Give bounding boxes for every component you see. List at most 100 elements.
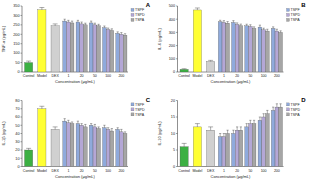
bar [83,127,87,167]
error-stem [254,27,255,29]
error-stem [28,61,29,63]
error-stem [259,25,260,27]
bar [275,107,279,166]
bar [93,25,97,72]
bar [239,26,243,72]
error-cap [53,126,58,127]
y-axis [22,101,23,167]
legend-label: TSPF [291,8,301,12]
legend-label: TSPA [135,113,145,117]
error-cap [84,23,86,24]
x-tick-label: 100 [261,169,267,173]
bar [70,124,74,167]
error-bar [120,33,122,35]
legend-swatch [287,108,290,111]
legend-swatch [287,113,290,116]
bar [258,120,262,166]
error-bar [246,24,248,26]
bar [123,35,127,72]
y-tick-label: 10 [15,157,19,161]
legend-label: TSPD [291,108,301,112]
legend-swatch [287,13,290,16]
error-stem [280,31,281,33]
y-tick-label: 80 [15,99,19,103]
error-stem [85,23,86,25]
error-bar [272,107,274,110]
error-bar [53,127,58,129]
error-stem [104,26,105,28]
error-cap [195,123,200,124]
error-bar [71,21,73,23]
x-tick-label: 1 [223,74,225,78]
bar [222,23,226,73]
y-tick-label: 15 [171,115,175,119]
bar [25,150,33,167]
error-bar [236,127,238,130]
error-stem [81,124,82,126]
error-bar [279,31,281,33]
x-tick-label: 200 [274,169,280,173]
x-axis-title: Concentration (μg/mL) [55,79,96,84]
error-cap [26,61,31,62]
error-bar [97,24,99,26]
error-stem [72,122,73,124]
error-bar [240,127,242,130]
error-stem [197,8,198,10]
x-tick-label: 20 [235,74,239,78]
error-bar [266,110,268,113]
error-stem [273,107,274,110]
bar [245,127,249,167]
error-bar [94,23,96,25]
x-tick-label: 50 [93,169,97,173]
legend-swatch [131,18,134,21]
error-bar [276,29,278,31]
error-bar [249,25,251,27]
panel: 05101520ControlModelDEX12050100200Concen… [157,97,307,179]
error-bar [67,120,69,122]
error-stem [237,127,238,130]
error-stem [117,32,118,34]
error-cap [223,20,225,21]
error-bar [107,128,109,130]
error-stem [273,27,274,29]
error-stem [184,143,185,146]
error-cap [259,25,261,26]
legend-label: TSPD [135,108,145,112]
error-bar [223,134,225,137]
y-tick-label: 400 [169,18,175,22]
error-bar [226,22,228,24]
error-bar [195,8,200,10]
error-bar [219,20,221,22]
error-bar [259,117,261,120]
y-tick-label: 150 [13,42,19,46]
error-stem [210,127,211,130]
error-stem [77,20,78,22]
error-bar [94,124,96,126]
error-bar [117,32,119,34]
error-stem [77,121,78,123]
error-stem [91,21,92,23]
error-cap [94,124,96,125]
error-bar [263,114,265,117]
error-cap [53,23,58,24]
error-stem [41,8,42,10]
error-stem [263,114,264,117]
x-axis-title: Concentration (μg/mL) [211,79,252,84]
x-tick-label: DEX [207,74,215,78]
error-stem [276,104,277,107]
bar [258,27,262,72]
error-bar [253,120,255,123]
error-stem [125,34,126,36]
bar [265,31,269,72]
error-stem [233,21,234,23]
error-stem [28,148,29,150]
bar [249,124,253,167]
error-cap [117,31,119,32]
error-stem [81,22,82,24]
error-stem [104,125,105,127]
error-cap [94,23,96,24]
x-tick-label: 50 [248,169,252,173]
y-tick-label: 20 [15,148,19,152]
bar [70,23,74,72]
bar [271,110,275,166]
